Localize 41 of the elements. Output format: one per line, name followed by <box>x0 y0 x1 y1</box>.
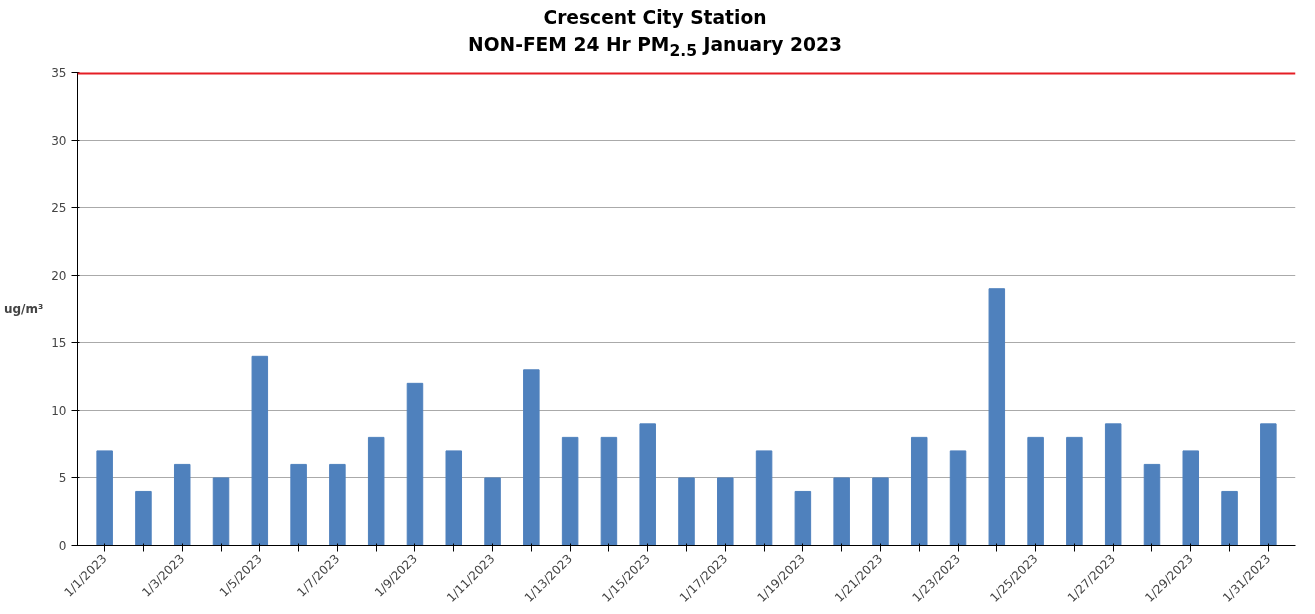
y-tick-label: 30 <box>51 133 67 148</box>
bar <box>406 382 424 546</box>
bar <box>639 423 656 546</box>
bar <box>367 436 385 546</box>
bar <box>910 436 928 546</box>
bar <box>1066 436 1083 546</box>
bar <box>717 477 734 546</box>
y-tick-label: 10 <box>51 403 67 418</box>
bar <box>329 463 346 546</box>
bar <box>1143 463 1161 546</box>
y-tick-label: 35 <box>51 65 67 80</box>
bar <box>445 450 463 546</box>
y-tick-label: 15 <box>51 335 67 350</box>
bar <box>484 477 501 546</box>
bar <box>600 436 618 546</box>
bar <box>290 463 307 546</box>
bar <box>794 490 812 546</box>
chart-title: Crescent City Station NON-FEM 24 Hr PM$_{2.5}$ January 2023 <box>468 6 842 62</box>
bar <box>96 450 113 546</box>
bar <box>1104 423 1122 546</box>
bar <box>561 436 579 546</box>
y-tick-label: 25 <box>51 200 67 215</box>
bar <box>212 477 230 546</box>
bar <box>1260 423 1277 546</box>
bar <box>755 450 773 546</box>
bar <box>1221 490 1238 546</box>
bar <box>135 490 152 546</box>
bar <box>988 287 1006 546</box>
bar <box>173 463 191 546</box>
bar <box>949 450 967 546</box>
bar <box>251 355 269 546</box>
bar <box>833 477 850 546</box>
bar <box>523 368 540 546</box>
bar <box>678 477 695 546</box>
y-tick-label: 5 <box>58 471 67 486</box>
y-tick-label: 0 <box>58 538 67 553</box>
bar <box>1027 436 1044 546</box>
y-tick-label: 20 <box>51 268 67 283</box>
bar <box>872 477 889 546</box>
y-axis-title: ug/m³ <box>3 301 44 316</box>
bar <box>1182 450 1200 546</box>
